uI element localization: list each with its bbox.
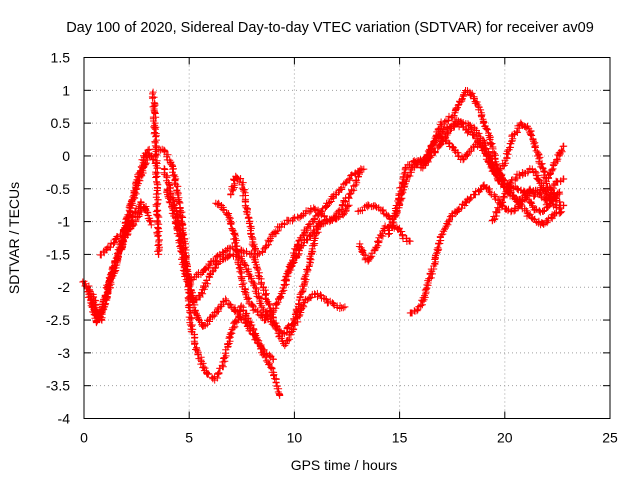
series-track-i — [186, 243, 349, 350]
series-track-q — [406, 175, 568, 317]
series-markers — [89, 203, 155, 320]
series-markers — [148, 88, 163, 258]
x-axis-label: GPS time / hours — [291, 457, 398, 473]
series-track-p — [417, 87, 566, 229]
series-track-r — [434, 119, 568, 187]
series-track-l — [280, 201, 353, 284]
x-tick-label: 10 — [287, 430, 303, 446]
y-tick-label: -1 — [58, 214, 71, 230]
x-tick-label: 20 — [497, 430, 513, 446]
series-markers — [417, 87, 566, 229]
series-track-f — [155, 145, 284, 399]
series-markers — [155, 145, 284, 399]
y-tick-label: -2.5 — [46, 312, 70, 328]
series-markers — [355, 221, 414, 265]
y-axis-label: SDTVAR / TECUs — [6, 182, 22, 294]
y-tick-label: -1.5 — [46, 246, 70, 262]
x-tick-label: 15 — [392, 430, 408, 446]
series-markers — [434, 119, 568, 187]
chart-title: Day 100 of 2020, Sidereal Day-to-day VTE… — [66, 20, 594, 36]
series-track-d — [96, 198, 145, 259]
x-axis: 0 5 10 15 20 25 — [80, 57, 618, 446]
series-track-c — [89, 203, 155, 320]
series-track-m — [355, 221, 414, 265]
grid-lines — [84, 57, 610, 419]
series-markers — [488, 165, 568, 225]
y-tick-label: -0.5 — [46, 181, 70, 197]
x-tick-label: 25 — [602, 430, 618, 446]
series-markers — [186, 243, 349, 350]
y-tick-label: -2 — [58, 279, 71, 295]
y-tick-label: -3.5 — [46, 378, 70, 394]
y-axis: -4 -3.5 -3 -2.5 -2 -1.5 -1 -0.5 0 0.5 1 1.5 — [46, 50, 610, 427]
series-markers — [406, 175, 568, 317]
series-markers — [96, 198, 145, 259]
y-tick-label: 0.5 — [51, 115, 71, 131]
x-tick-label: 0 — [80, 430, 88, 446]
y-tick-label: -4 — [58, 411, 71, 427]
y-tick-label: 1 — [62, 82, 70, 98]
plot-frame — [83, 57, 611, 419]
series-track-s — [488, 165, 568, 225]
y-tick-label: -3 — [58, 345, 71, 361]
y-tick-label: 0 — [62, 148, 70, 164]
series-track-e — [148, 88, 163, 258]
series-markers — [280, 201, 353, 284]
x-tick-label: 5 — [185, 430, 193, 446]
data-points — [79, 87, 568, 399]
y-tick-label: 1.5 — [51, 50, 71, 66]
